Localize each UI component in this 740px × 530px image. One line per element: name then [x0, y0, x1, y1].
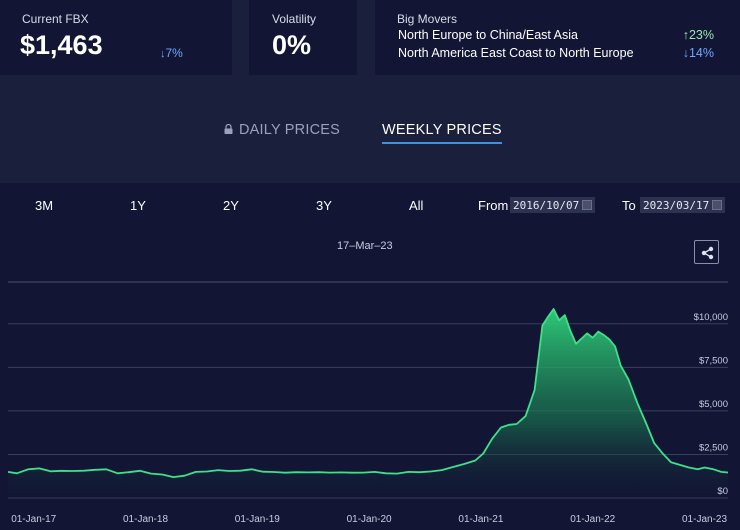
x-tick-label: 01-Jan-20	[347, 514, 392, 525]
arrow-down-icon: ↓	[682, 46, 689, 60]
share-button[interactable]	[694, 240, 719, 264]
price-tabs: DAILY PRICES WEEKLY PRICES	[0, 118, 740, 148]
calendar-dropdown-icon	[582, 200, 593, 210]
fbx-price-chart: $0 $2,500 $5,000 $7,500 $10,000 01-Jan-17 01-J…	[7, 281, 729, 525]
mover-change: ↓14%	[683, 46, 714, 60]
range-button-all[interactable]: All	[409, 198, 424, 213]
tab-weekly-label: WEEKLY PRICES	[382, 122, 502, 138]
range-button-2y[interactable]: 2Y	[223, 198, 239, 213]
series-area	[8, 309, 728, 498]
to-date-input[interactable]: 2023/03/17	[640, 197, 726, 213]
to-label: To	[622, 198, 636, 213]
tab-daily-prices[interactable]: DAILY PRICES	[224, 122, 340, 138]
mover-change-value: 14%	[688, 46, 714, 60]
y-tick-label: $2,500	[699, 442, 728, 453]
current-fbx-label: Current FBX	[22, 12, 89, 26]
y-tick-label: $7,500	[699, 355, 728, 366]
mover-row[interactable]: North Europe to China/East Asia ↑23%	[398, 28, 714, 42]
volatility-card: Volatility 0%	[249, 0, 357, 75]
current-fbx-change-value: 7%	[165, 46, 183, 60]
x-tick-label: 01-Jan-17	[11, 514, 56, 525]
big-movers-card: Big Movers North Europe to China/East As…	[375, 0, 740, 75]
from-date-value: 2016/10/07	[513, 198, 580, 212]
range-button-3y[interactable]: 3Y	[316, 198, 332, 213]
x-tick-label: 01-Jan-18	[123, 514, 168, 525]
mover-change-value: 23%	[688, 28, 714, 42]
to-date-value: 2023/03/17	[643, 198, 710, 212]
tab-daily-label: DAILY PRICES	[239, 122, 340, 138]
tab-weekly-prices[interactable]: WEEKLY PRICES	[382, 122, 502, 144]
series-line	[7, 308, 729, 478]
mover-row[interactable]: North America East Coast to North Europe…	[398, 46, 714, 60]
x-tick-label: 01-Jan-19	[235, 514, 280, 525]
x-tick-label: 01-Jan-22	[570, 514, 615, 525]
big-movers-label: Big Movers	[397, 12, 458, 26]
arrow-up-icon: ↑	[682, 28, 689, 42]
current-fbx-card: Current FBX $1,463 ↓7%	[0, 0, 232, 75]
y-tick-label: $0	[717, 486, 728, 497]
y-tick-label: $5,000	[699, 399, 728, 410]
current-fbx-change: ↓7%	[160, 46, 183, 60]
mover-route: North Europe to China/East Asia	[398, 28, 578, 42]
calendar-dropdown-icon	[712, 200, 723, 210]
mover-change: ↑23%	[683, 28, 714, 42]
x-tick-label: 01-Jan-21	[458, 514, 503, 525]
arrow-down-icon: ↓	[160, 48, 166, 60]
from-label: From	[478, 198, 509, 213]
volatility-value: 0%	[272, 30, 312, 60]
range-button-1y[interactable]: 1Y	[130, 198, 146, 213]
from-date-input[interactable]: 2016/10/07	[510, 197, 596, 213]
volatility-label: Volatility	[272, 12, 317, 26]
lock-icon	[224, 124, 233, 134]
share-icon	[701, 246, 714, 260]
x-tick-label: 01-Jan-23	[682, 514, 727, 525]
current-fbx-value: $1,463	[20, 30, 103, 60]
mover-route: North America East Coast to North Europe	[398, 46, 634, 60]
range-button-3m[interactable]: 3M	[35, 198, 54, 213]
y-tick-label: $10,000	[694, 312, 728, 323]
chart-date-readout: 17–Mar–23	[337, 240, 393, 252]
